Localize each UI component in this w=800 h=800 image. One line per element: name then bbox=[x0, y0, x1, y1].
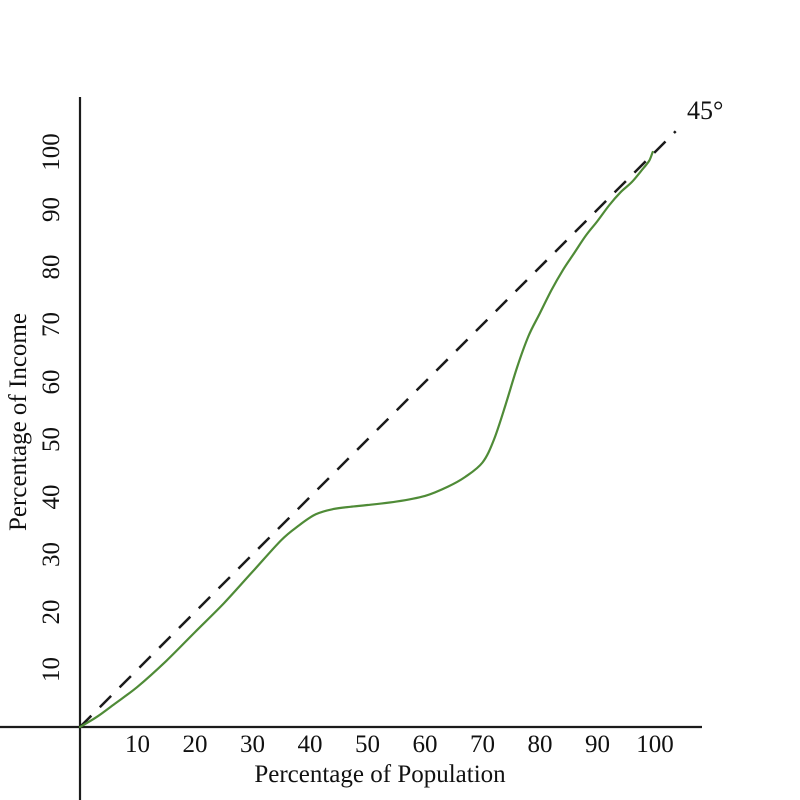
x-tick-label: 50 bbox=[355, 731, 380, 758]
y-tick-label: 30 bbox=[38, 542, 65, 567]
y-tick-label: 90 bbox=[38, 197, 65, 222]
x-tick-label: 10 bbox=[125, 731, 150, 758]
45-degree-label: 45° bbox=[687, 96, 724, 125]
x-tick-label: 40 bbox=[298, 731, 323, 758]
y-tick-label: 100 bbox=[38, 133, 65, 171]
y-tick-label: 70 bbox=[38, 312, 65, 337]
x-tick-label: 100 bbox=[636, 731, 674, 758]
x-tick-label: 70 bbox=[470, 731, 495, 758]
x-tick-label: 30 bbox=[240, 731, 265, 758]
y-axis-title: Percentage of Income bbox=[5, 313, 32, 531]
x-tick-label: 80 bbox=[528, 731, 553, 758]
lorenz-curve bbox=[78, 150, 654, 729]
x-tick-label: 20 bbox=[183, 731, 208, 758]
y-tick-label: 50 bbox=[38, 427, 65, 452]
x-tick-label: 90 bbox=[585, 731, 610, 758]
y-tick-label: 40 bbox=[38, 485, 65, 510]
y-tick-label: 60 bbox=[38, 370, 65, 395]
equality-line bbox=[79, 130, 677, 728]
y-tick-label: 10 bbox=[38, 657, 65, 682]
x-axis-title: Percentage of Population bbox=[254, 761, 506, 788]
y-tick-label: 80 bbox=[38, 255, 65, 280]
x-tick-label: 60 bbox=[413, 731, 438, 758]
y-tick-label: 20 bbox=[38, 600, 65, 625]
